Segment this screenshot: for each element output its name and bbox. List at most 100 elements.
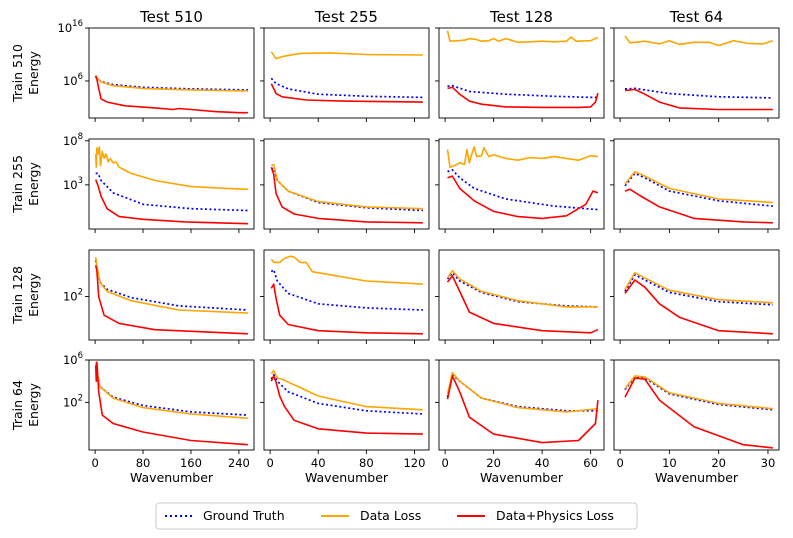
y-tick-label: 106 [63, 351, 83, 367]
axes-frame [88, 27, 255, 119]
y-tick-label: 103 [63, 176, 83, 192]
series-line-data-loss [624, 35, 774, 47]
x-axis-label: Wavenumber [480, 470, 564, 485]
x-tick-label: 40 [535, 456, 550, 470]
x-tick-label: 0 [441, 456, 448, 470]
axes-frame [613, 359, 780, 451]
series-line-ground-truth [446, 373, 598, 412]
series-line-data-loss [446, 146, 598, 168]
y-tick-label: 102 [63, 288, 83, 304]
axes-frame [88, 249, 255, 341]
panel [435, 27, 605, 122]
series-line-data-loss [94, 146, 248, 191]
x-tick-label: 20 [711, 456, 726, 470]
y-axis-label: Energy [26, 51, 41, 95]
series-line-ground-truth [447, 169, 598, 211]
column-title: Test 510 [139, 8, 203, 26]
legend-label-data-loss: Data Loss [360, 508, 421, 523]
series-line-data-loss [624, 271, 773, 304]
y-tick-label: 108 [63, 132, 83, 148]
x-tick-label: 0 [266, 456, 273, 470]
series-line-ground-truth [624, 87, 773, 99]
y-axis-label: Energy [26, 162, 41, 206]
x-tick-label: 40 [311, 456, 326, 470]
series-line-data-loss [270, 369, 423, 411]
series-line-data-physics-loss [270, 166, 423, 224]
series-line-ground-truth [447, 84, 598, 99]
x-tick-label: 0 [616, 456, 623, 470]
axes-frame [263, 27, 430, 119]
panel [610, 138, 780, 233]
series-line-data-physics-loss [94, 265, 248, 335]
series-line-data-physics-loss [446, 275, 599, 334]
series-line-data-loss [270, 255, 423, 285]
series-line-data-physics-loss [94, 75, 248, 114]
x-tick-label: 20 [486, 456, 501, 470]
series-line-data-loss [270, 51, 423, 60]
series-line-ground-truth [95, 172, 248, 212]
axes-frame [438, 359, 605, 451]
series-line-data-physics-loss [624, 188, 773, 224]
panel [260, 27, 430, 122]
series-line-ground-truth [270, 77, 423, 99]
axes-frame [263, 249, 430, 341]
row-label: Train 64 [10, 380, 25, 431]
series-line-data-physics-loss [270, 83, 423, 103]
row-label: Train 255 [10, 155, 25, 214]
series-line-data-physics-loss [270, 375, 423, 435]
column-title: Test 128 [489, 8, 553, 26]
axes-frame [88, 138, 255, 230]
series-line-data-physics-loss [270, 283, 423, 335]
axes-frame [438, 138, 605, 230]
panel [260, 138, 430, 233]
axes-frame [613, 27, 780, 119]
series-line-data-loss [446, 371, 598, 413]
series-line-data-physics-loss [624, 88, 773, 111]
series-line-data-physics-loss [94, 179, 248, 225]
x-tick-label: 10 [662, 456, 677, 470]
series-line-data-physics-loss [624, 279, 773, 335]
series-line-ground-truth [270, 373, 423, 415]
legend: Ground Truth Data Loss Data+Physics Loss [155, 502, 638, 530]
x-tick-label: 240 [228, 456, 250, 470]
series-line-data-physics-loss [446, 375, 599, 444]
x-tick-label: 60 [583, 456, 598, 470]
series-line-data-loss [446, 30, 599, 44]
legend-label-data-physics-loss: Data+Physics Loss [496, 508, 614, 523]
series-line-ground-truth [270, 268, 423, 311]
panel: 1016 106 [58, 19, 255, 122]
x-tick-label: 80 [136, 456, 151, 470]
series-line-ground-truth [95, 76, 248, 91]
series-line-data-physics-loss [447, 86, 599, 109]
series-line-data-loss [624, 170, 773, 204]
series-line-data-loss [94, 257, 248, 314]
series-line-data-loss [446, 269, 598, 308]
y-axis-label: Energy [26, 273, 41, 317]
panel [610, 249, 780, 344]
series-line-ground-truth [94, 365, 248, 416]
series-line-data-loss [94, 361, 248, 419]
panel: 102 [63, 249, 255, 344]
panel [435, 249, 605, 344]
series-line-ground-truth [624, 376, 773, 411]
column-title: Test 255 [314, 8, 378, 26]
series-line-ground-truth [624, 273, 773, 306]
x-tick-label: 160 [180, 456, 202, 470]
axes-frame [263, 359, 430, 451]
x-tick-label: 0 [91, 456, 98, 470]
series-line-data-loss [624, 375, 773, 410]
panel-grid: Test 510 Test 255 Test 128 Test 64 Train 510… [10, 8, 780, 485]
x-tick-label: 30 [761, 456, 776, 470]
y-tick-label: 1016 [58, 19, 83, 35]
series-line-data-physics-loss [94, 361, 248, 446]
series-line-ground-truth [94, 260, 248, 311]
panel [610, 27, 780, 122]
panel: 108 103 [63, 132, 255, 233]
x-axis-label: Wavenumber [655, 470, 739, 485]
legend-frame [155, 502, 638, 530]
x-tick-label: 80 [359, 456, 374, 470]
series-line-data-physics-loss [624, 377, 773, 449]
panel: 0 10 20 30 Wavenumber [610, 359, 780, 485]
axes-frame [613, 138, 780, 230]
